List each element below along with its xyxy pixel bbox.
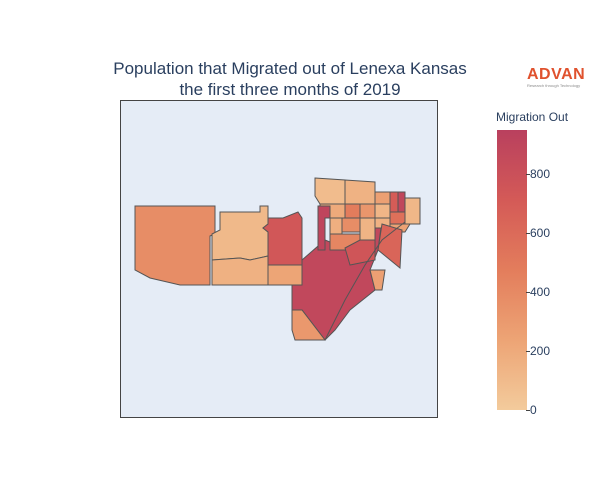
map-region-southwest-small-tract[interactable] [291,309,327,341]
colorbar-tick: 200 [525,344,551,359]
map-region-north-5-tract[interactable] [389,191,399,213]
colorbar-title: Migration Out [496,110,569,124]
map-region-south-east-small-tract[interactable] [369,269,386,291]
colorbar-tick: 400 [525,285,551,300]
map-region-north-2-tract[interactable] [344,179,376,205]
map-region-central-west-lower-tract[interactable] [211,255,269,286]
title-line-1: Population that Migrated out of Lenexa K… [113,59,467,78]
map-region-center-2-tract[interactable] [341,217,361,233]
map-canvas[interactable] [120,100,438,418]
map-region-south-central-tract[interactable] [267,264,303,286]
colorbar-tick: 600 [525,226,551,241]
map-region-mid-2-tract[interactable] [344,203,361,219]
map-region-mid-4-tract[interactable] [404,197,421,225]
map-region-central-east-tract[interactable] [262,211,303,266]
chart-title: Population that Migrated out of Lenexa K… [60,58,520,100]
brand-name: ADVAN [527,66,586,83]
colorbar-tick: 0 [526,403,537,417]
map-region-central-west-tract[interactable] [211,205,269,261]
map-region-east-3-tract[interactable] [377,223,403,270]
map-region-mid-5-tract[interactable] [389,211,406,225]
map-region-central-thin-tract[interactable] [317,205,331,251]
map-road-line [324,221,406,341]
colorbar-tick: 800 [525,167,551,182]
brand-logo: ADVAN Research through Technology [527,67,587,89]
colorbar [497,130,527,410]
map-region-west-tract[interactable] [134,205,216,286]
title-line-2: the first three months of 2019 [179,80,401,99]
map-region-center-1-tract[interactable] [329,217,343,235]
map-region-north-4-tract[interactable] [374,203,391,219]
map-region-center-3-tract[interactable] [359,217,376,241]
brand-tagline: Research through Technology [527,83,581,88]
map-region-north-1-tract[interactable] [314,177,346,205]
map-region-north-3-tract[interactable] [374,191,391,205]
map-region-mid-3-tract[interactable] [359,203,376,219]
